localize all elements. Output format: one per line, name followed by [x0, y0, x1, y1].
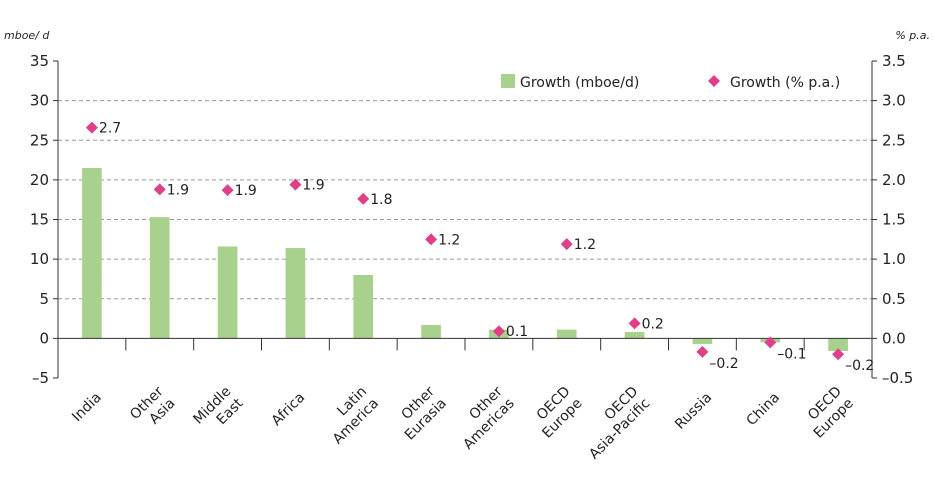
category-label: Russia [672, 390, 715, 433]
legend: Growth (mboe/d) Growth (% p.a.) [501, 74, 840, 91]
marker-data-label: –0.1 [777, 346, 806, 362]
left-axis-unit: mboe/ d [4, 29, 50, 42]
left-axis-ticks: –5 0 5 10 15 20 25 30 35 [30, 52, 58, 387]
category-label: China [743, 390, 783, 430]
right-tick-label: 1.5 [882, 211, 906, 229]
right-tick-label: –0.5 [882, 369, 913, 387]
marker-point [221, 184, 234, 197]
legend-label-bars: Growth (mboe/d) [520, 75, 639, 91]
left-tick-label: 0 [39, 329, 49, 347]
bar [353, 274, 374, 339]
marker-point [425, 233, 438, 246]
marker-data-label: –0.2 [709, 356, 738, 372]
marker-series: 2.7 1.9 1.9 1.9 1.8 1.2 0.1 1.2 0.2 –0.2 –0.1 –0.2 [85, 121, 874, 374]
left-tick-label: 20 [30, 171, 49, 189]
marker-data-label: 1.2 [574, 237, 596, 253]
right-tick-label: 2.0 [882, 171, 906, 189]
marker-point [764, 336, 777, 349]
marker-point [85, 121, 98, 134]
category-label: India [69, 390, 105, 426]
bar [828, 338, 848, 352]
marker-data-label: 1.9 [235, 183, 257, 199]
right-axis-unit: % p.a. [895, 29, 930, 42]
marker-data-label: 1.9 [302, 178, 324, 194]
left-tick-label: 10 [30, 250, 49, 268]
bar [624, 332, 645, 339]
bar [692, 338, 713, 344]
marker-data-label: 0.1 [506, 324, 528, 340]
marker-point [153, 183, 166, 196]
gridlines [58, 100, 872, 300]
right-tick-label: 2.5 [882, 131, 906, 149]
bar-series [82, 167, 848, 352]
bar [217, 246, 238, 339]
legend-swatch-markers [708, 75, 720, 87]
category-label: Africa [269, 390, 309, 430]
marker-data-label: 0.2 [642, 316, 664, 332]
right-tick-label: 0.5 [882, 290, 906, 308]
marker-data-label: –0.2 [845, 358, 874, 374]
right-tick-label: 3.5 [882, 52, 906, 70]
marker-point [696, 345, 709, 358]
left-tick-label: 5 [39, 290, 49, 308]
marker-point [492, 325, 505, 338]
bar [149, 217, 170, 339]
right-tick-label: 0.0 [882, 329, 906, 347]
right-tick-label: 3.0 [882, 92, 906, 110]
marker-point [289, 178, 302, 191]
marker-data-label: 1.9 [167, 182, 189, 198]
legend-label-markers: Growth (% p.a.) [730, 75, 840, 91]
marker-data-label: 1.8 [370, 192, 392, 208]
marker-point [560, 238, 573, 251]
left-tick-label: –5 [32, 369, 49, 387]
marker-data-label: 2.7 [99, 121, 121, 137]
left-tick-label: 35 [30, 52, 49, 70]
left-tick-label: 25 [30, 131, 49, 149]
marker-point [357, 192, 370, 205]
bar [82, 167, 102, 339]
bar [421, 324, 441, 339]
right-axis-ticks: –0.5 0.0 0.5 1.0 1.5 2.0 2.5 3.0 3.5 [872, 52, 913, 387]
marker-point [628, 317, 641, 330]
left-tick-label: 30 [30, 92, 49, 110]
left-tick-label: 15 [30, 211, 49, 229]
bar [285, 248, 306, 339]
legend-swatch-bars [501, 74, 515, 88]
marker-point [832, 348, 845, 361]
bar [556, 329, 577, 339]
marker-data-label: 1.2 [438, 232, 460, 248]
right-tick-label: 1.0 [882, 250, 906, 268]
